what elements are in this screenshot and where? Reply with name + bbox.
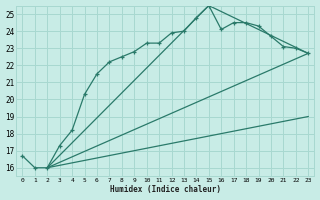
X-axis label: Humidex (Indice chaleur): Humidex (Indice chaleur) xyxy=(110,185,221,194)
